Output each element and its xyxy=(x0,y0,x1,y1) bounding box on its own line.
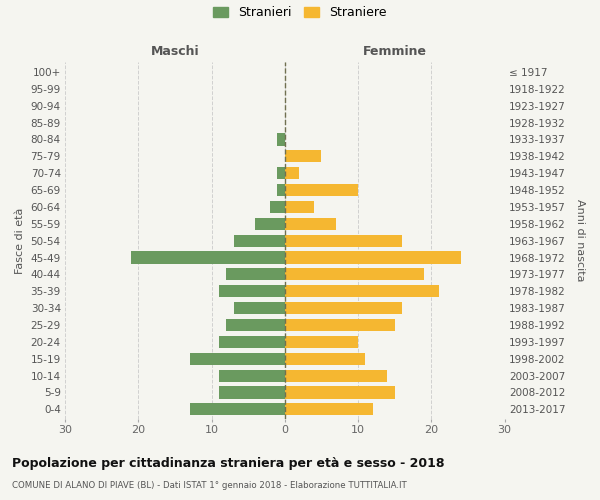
Bar xyxy=(190,352,285,365)
Bar xyxy=(131,252,285,264)
Bar xyxy=(285,268,424,280)
Bar xyxy=(219,336,285,348)
Bar xyxy=(285,167,299,179)
Bar xyxy=(285,218,336,230)
Bar xyxy=(285,386,395,398)
Bar xyxy=(256,218,285,230)
Bar xyxy=(285,201,314,213)
Bar xyxy=(285,336,358,348)
Bar xyxy=(270,201,285,213)
Bar xyxy=(226,268,285,280)
Bar xyxy=(219,285,285,298)
Bar xyxy=(285,252,461,264)
Bar xyxy=(285,370,388,382)
Bar xyxy=(190,404,285,415)
Bar xyxy=(285,234,402,246)
Bar xyxy=(285,404,373,415)
Bar xyxy=(285,352,365,365)
Text: COMUNE DI ALANO DI PIAVE (BL) - Dati ISTAT 1° gennaio 2018 - Elaborazione TUTTIT: COMUNE DI ALANO DI PIAVE (BL) - Dati IST… xyxy=(12,481,407,490)
Legend: Stranieri, Straniere: Stranieri, Straniere xyxy=(213,6,387,19)
Bar xyxy=(233,234,285,246)
Bar xyxy=(226,319,285,331)
Text: Maschi: Maschi xyxy=(151,46,199,59)
Bar xyxy=(219,386,285,398)
Bar xyxy=(285,302,402,314)
Y-axis label: Anni di nascita: Anni di nascita xyxy=(575,200,585,282)
Bar xyxy=(285,184,358,196)
Bar xyxy=(285,285,439,298)
Bar xyxy=(219,370,285,382)
Text: Popolazione per cittadinanza straniera per età e sesso - 2018: Popolazione per cittadinanza straniera p… xyxy=(12,458,445,470)
Bar xyxy=(285,319,395,331)
Y-axis label: Fasce di età: Fasce di età xyxy=(15,208,25,274)
Bar xyxy=(277,167,285,179)
Bar xyxy=(233,302,285,314)
Bar xyxy=(277,134,285,145)
Text: Femmine: Femmine xyxy=(363,46,427,59)
Bar xyxy=(277,184,285,196)
Bar xyxy=(285,150,322,162)
